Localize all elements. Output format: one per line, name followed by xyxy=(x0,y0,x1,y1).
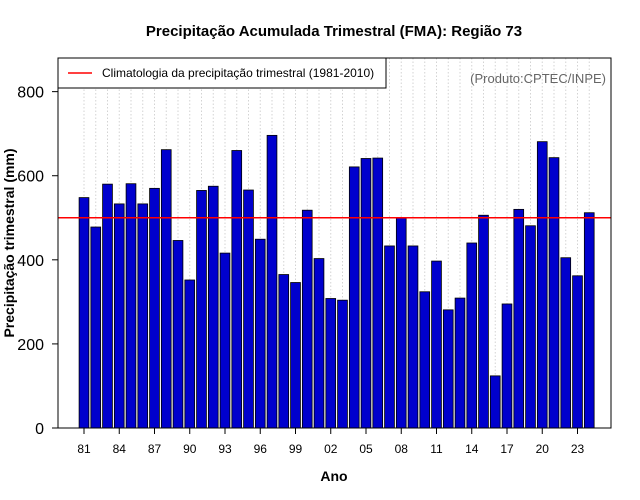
x-tick-label: 90 xyxy=(183,442,197,456)
y-tick-label: 600 xyxy=(17,169,44,186)
bar-90 xyxy=(184,279,196,429)
bar-22 xyxy=(560,257,572,429)
bar-15 xyxy=(478,214,489,429)
bar-13 xyxy=(454,297,466,429)
x-axis-label: Ano xyxy=(320,468,347,484)
chart-title: Precipitação Acumulada Trimestral (FMA):… xyxy=(146,23,522,40)
x-tick-label: 05 xyxy=(359,442,373,456)
x-tick-label: 81 xyxy=(77,442,91,456)
bar-89 xyxy=(172,240,184,429)
bar-12 xyxy=(442,309,454,429)
bars xyxy=(78,134,595,429)
bar-93 xyxy=(219,252,231,429)
x-tick-label: 02 xyxy=(324,442,338,456)
bar-20 xyxy=(536,141,548,429)
y-tick-label: 400 xyxy=(17,253,44,270)
bar-96 xyxy=(254,238,266,429)
legend-label: Climatologia da precipitação trimestral … xyxy=(102,66,374,80)
legend-box xyxy=(57,57,387,89)
bar-08 xyxy=(395,217,407,429)
bar-07 xyxy=(384,245,395,429)
bar-97 xyxy=(266,134,278,429)
bar-83 xyxy=(102,183,113,429)
bar-95 xyxy=(243,189,254,429)
bar-85 xyxy=(125,183,137,429)
x-tick-label: 17 xyxy=(500,442,514,456)
bar-19 xyxy=(525,225,536,429)
x-tick-label: 87 xyxy=(148,442,162,456)
x-tick-label: 11 xyxy=(430,442,443,456)
x-tick-label: 99 xyxy=(289,442,303,456)
bar-02 xyxy=(325,298,337,429)
bar-87 xyxy=(149,187,160,429)
bar-09 xyxy=(407,245,419,429)
bar-98 xyxy=(278,274,290,429)
y-tick-label: 200 xyxy=(17,337,44,354)
bar-16 xyxy=(489,375,501,429)
y-tick-label: 0 xyxy=(35,421,44,438)
x-tick-label: 08 xyxy=(395,442,409,456)
bar-24 xyxy=(583,212,595,429)
bar-84 xyxy=(113,203,125,429)
bar-21 xyxy=(548,157,560,429)
y-axis-label: Precipitação trimestral (mm) xyxy=(1,148,17,337)
bar-10 xyxy=(419,291,431,429)
x-tick-label: 14 xyxy=(465,442,479,456)
bar-14 xyxy=(466,242,478,429)
y-axis: 0 200 400 600 800 xyxy=(17,85,58,438)
bar-18 xyxy=(513,208,525,429)
bar-03 xyxy=(337,299,348,429)
bar-91 xyxy=(196,190,207,429)
bar-01 xyxy=(313,258,325,429)
bar-11 xyxy=(431,260,442,429)
legend: Climatologia da precipitação trimestral … xyxy=(57,57,387,89)
x-tick-label: 93 xyxy=(218,442,232,456)
bar-92 xyxy=(207,185,219,429)
bar-81 xyxy=(78,197,90,429)
bar-17 xyxy=(501,303,513,429)
bar-23 xyxy=(572,275,583,429)
bar-00 xyxy=(301,209,313,429)
y-tick-label: 800 xyxy=(17,85,44,102)
bar-99 xyxy=(290,282,301,429)
bar-05 xyxy=(360,158,372,429)
bar-82 xyxy=(90,226,102,429)
bar-94 xyxy=(231,150,243,429)
x-tick-label: 20 xyxy=(536,442,550,456)
bar-06 xyxy=(372,157,384,429)
x-tick-label: 96 xyxy=(254,442,268,456)
x-tick-label: 84 xyxy=(113,442,127,456)
x-axis: 81 84 87 90 93 96 99 02 05 08 11 14 17 20 23 xyxy=(77,428,584,456)
bar-88 xyxy=(160,149,172,429)
bar-86 xyxy=(137,203,149,429)
x-tick-label: 23 xyxy=(571,442,585,456)
credit-text: (Produto:CPTEC/INPE) xyxy=(470,71,606,86)
bar-04 xyxy=(348,166,360,429)
